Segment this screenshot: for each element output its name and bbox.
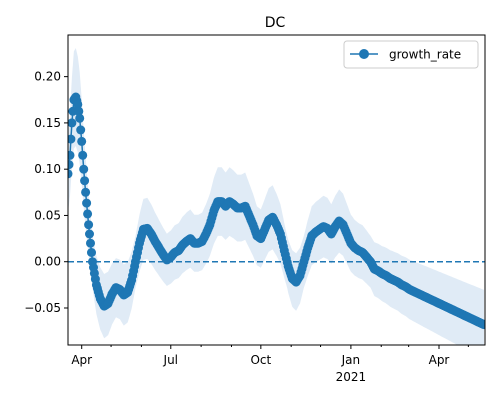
data-point <box>87 248 96 257</box>
data-point <box>74 106 84 116</box>
data-point <box>85 229 94 239</box>
data-point <box>68 134 76 144</box>
data-point <box>75 113 85 123</box>
data-point <box>86 238 95 248</box>
axes-frame <box>67 34 486 346</box>
data-point <box>68 118 77 128</box>
y-tick-label: −0.05 <box>24 301 61 315</box>
y-tick-label: 0.15 <box>34 116 61 130</box>
x-tick-label: Apr <box>429 353 450 367</box>
x-tick-sublabel: 2021 <box>336 370 367 384</box>
data-point <box>81 187 91 197</box>
confidence-band <box>68 48 484 345</box>
chart-title: DC <box>265 15 286 31</box>
data-point <box>76 125 86 135</box>
plot-area: −0.05 0.00 0.05 0.10 0.15 0.20 Apr Jul Oct Jan 202… <box>24 34 486 384</box>
legend-entry-growth-rate: growth_rate <box>389 48 461 62</box>
data-point <box>68 169 73 179</box>
data-point <box>77 136 87 146</box>
y-tick-label: 0.10 <box>34 162 61 176</box>
x-tick-label: Oct <box>250 353 271 367</box>
data-point <box>79 164 89 174</box>
legend-marker-icon <box>359 49 369 59</box>
x-tick-label: Apr <box>71 353 92 367</box>
data-point <box>68 160 74 170</box>
data-point <box>73 99 83 109</box>
y-tick-label: 0.05 <box>34 208 61 222</box>
series-markers-growth-rate <box>68 92 485 330</box>
x-tick-label: Jan <box>341 353 361 367</box>
legend-box <box>343 40 479 69</box>
data-point <box>84 220 94 230</box>
data-point <box>78 150 88 160</box>
y-tick-label: 0.00 <box>34 255 61 269</box>
legend: growth_rate <box>343 40 479 69</box>
data-point <box>479 320 485 330</box>
x-tick-label: Jul <box>163 353 178 367</box>
data-point <box>83 209 93 219</box>
data-point <box>82 198 92 208</box>
data-point <box>80 176 90 186</box>
y-tick-label: 0.20 <box>34 70 61 84</box>
data-point <box>68 150 75 160</box>
